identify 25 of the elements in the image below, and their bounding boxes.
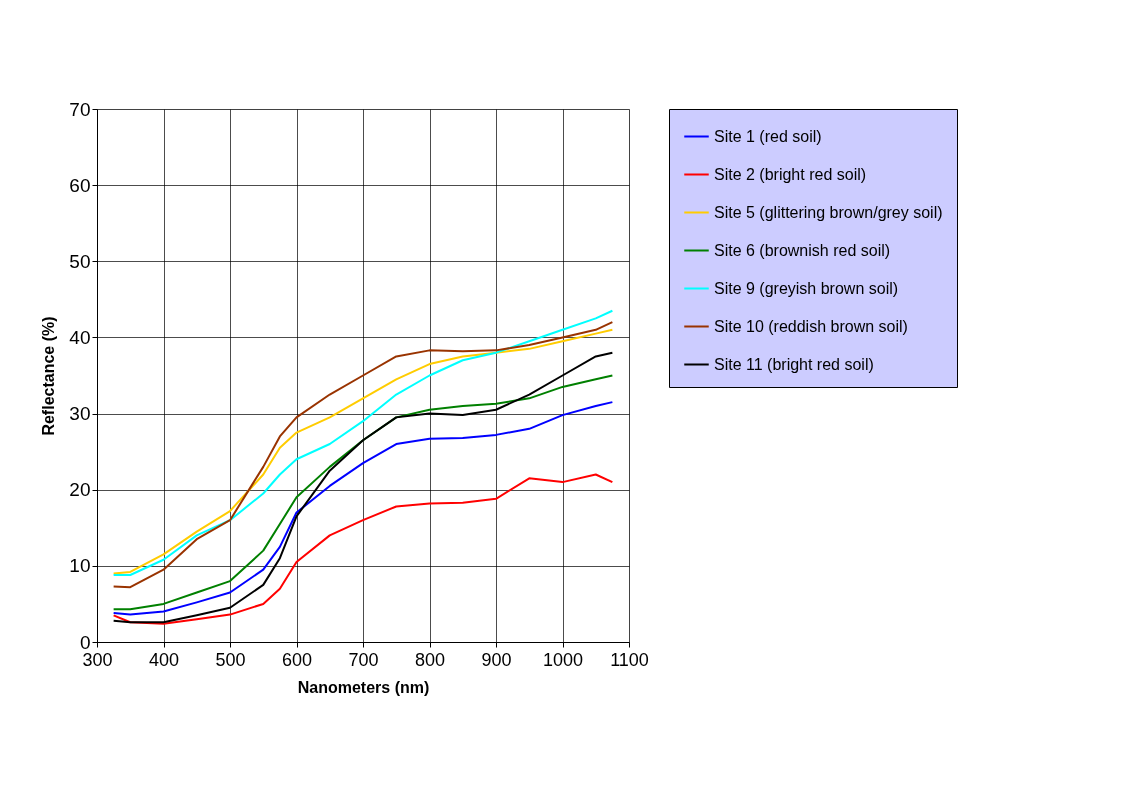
x-tick-label: 1100: [610, 649, 649, 670]
legend-label: Site 6 (brownish red soil): [714, 241, 891, 259]
y-tick-label: 50: [69, 250, 91, 272]
x-tick-label: 400: [148, 649, 180, 670]
x-tick-label: 1000: [542, 649, 584, 670]
legend-label: Site 9 (greyish brown soil): [714, 279, 899, 297]
y-tick-label: 70: [69, 98, 91, 120]
y-tick-label: 40: [69, 326, 91, 348]
x-tick-label: 900: [481, 649, 512, 670]
x-tick-label: 700: [348, 649, 379, 670]
legend-label: Site 10 (reddish brown soil): [714, 317, 908, 335]
legend-label: Site 5 (glittering brown/grey soil): [714, 203, 943, 221]
x-axis-title: Nanometers (nm): [297, 678, 430, 696]
y-tick-label: 10: [69, 555, 91, 577]
x-tick-label: 500: [215, 649, 246, 670]
y-tick-label: 20: [69, 479, 91, 501]
legend-label: Site 11 (bright red soil): [714, 355, 874, 373]
line-series: [112, 473, 614, 625]
y-tick-label: 30: [69, 403, 91, 425]
x-tick-label: 600: [281, 649, 313, 670]
legend-label: Site 1 (red soil): [714, 127, 822, 145]
y-axis-title: Reflectance (%): [40, 316, 58, 436]
y-tick-label: 60: [69, 174, 91, 196]
legend-label: Site 2 (bright red soil): [714, 165, 867, 183]
x-tick-label: 800: [414, 649, 446, 670]
